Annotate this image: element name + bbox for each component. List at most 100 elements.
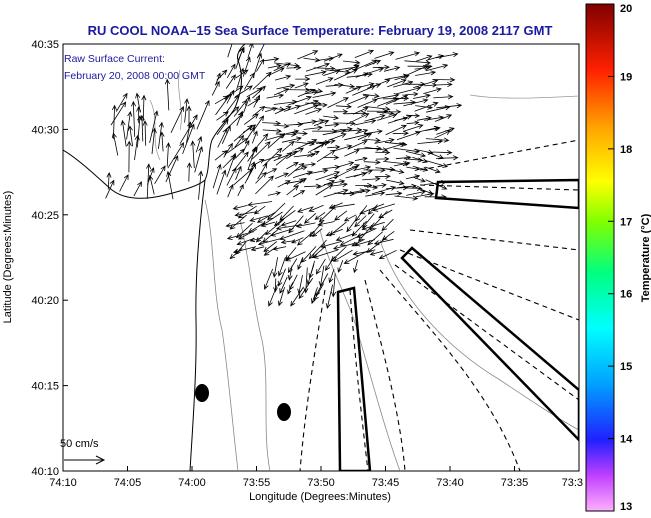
current-vector (265, 218, 285, 236)
current-vector (325, 284, 333, 310)
current-vector (327, 144, 341, 150)
current-vector (247, 44, 254, 59)
current-vector (294, 165, 308, 172)
x-axis-label: Longitude (Degrees:Minutes) (249, 491, 391, 503)
current-vector (365, 190, 386, 197)
current-vector (215, 72, 221, 86)
current-vector (297, 99, 319, 108)
current-vector (287, 282, 293, 295)
current-vector (297, 230, 315, 246)
current-vector (315, 258, 326, 275)
current-vector (375, 166, 396, 172)
current-vector (412, 93, 431, 99)
bathymetry-contour (469, 94, 579, 99)
current-vector (137, 115, 143, 148)
current-vector (328, 268, 335, 284)
current-vector (266, 93, 285, 99)
current-vector (313, 141, 329, 151)
current-vector (244, 163, 257, 184)
current-vector (378, 249, 397, 259)
colorbar-tick-label: 14 (620, 434, 633, 446)
current-vector (234, 134, 245, 148)
current-vector (395, 86, 422, 95)
current-vector (381, 230, 395, 241)
current-vector (403, 98, 429, 107)
annotation-line-2: February 20, 2008 00:00 GMT (64, 70, 206, 82)
current-vector (275, 152, 293, 166)
current-vector (375, 149, 391, 155)
colorbar-ticks: 20 19 18 17 16 15 14 13 (608, 3, 633, 513)
current-vector (267, 132, 286, 149)
colorbar-gradient (585, 3, 615, 512)
current-vector (365, 59, 382, 67)
colorbar-tick-label: 18 (620, 144, 632, 156)
current-vector (405, 151, 427, 158)
current-vector (405, 174, 421, 180)
current-vector (394, 116, 408, 122)
current-vector (307, 150, 320, 158)
current-vector (297, 88, 316, 98)
current-vector (264, 107, 278, 113)
current-vector (214, 150, 228, 161)
current-vector (273, 62, 292, 72)
current-vector (142, 120, 148, 146)
current-vector (227, 137, 249, 154)
current-vector (273, 62, 300, 68)
current-vector (237, 205, 257, 219)
current-vector (352, 107, 369, 115)
current-vector (249, 237, 264, 243)
current-vector (383, 66, 401, 72)
current-vector (287, 162, 305, 177)
current-vector (297, 206, 314, 213)
current-vector (252, 85, 266, 99)
current-vector (283, 104, 301, 112)
current-vector (324, 256, 335, 271)
coastline (63, 44, 246, 471)
current-vector (435, 155, 459, 161)
current-vector (424, 160, 449, 168)
current-vector (243, 95, 251, 113)
current-vector (141, 94, 147, 122)
current-vector (293, 190, 306, 198)
colorbar: 20 19 18 17 16 15 14 13 Temperature (°C) (585, 3, 651, 513)
scale-label: 50 cm/s (60, 438, 99, 450)
current-vector (190, 140, 196, 169)
current-vector (255, 175, 274, 195)
current-vector (126, 110, 133, 140)
current-vector (424, 180, 447, 186)
current-vector (435, 52, 459, 59)
current-vector (353, 169, 373, 178)
current-vector (286, 162, 299, 170)
current-vector (364, 137, 381, 143)
current-vector (354, 215, 367, 228)
current-vector (357, 133, 373, 141)
current-vector (256, 44, 265, 59)
current-vector (237, 183, 244, 197)
current-vector (263, 241, 278, 253)
current-vector (272, 257, 278, 278)
bathymetry-contour (239, 219, 271, 471)
current-vector (167, 142, 185, 169)
annotation-line-1: Raw Surface Current: (64, 53, 165, 65)
current-vector (146, 163, 152, 199)
current-vector (133, 181, 142, 197)
current-vector (415, 191, 435, 198)
current-vector (151, 127, 157, 155)
current-vector (363, 159, 381, 165)
current-vector (256, 211, 276, 223)
current-vector (315, 77, 334, 85)
current-vector (281, 140, 295, 152)
colorbar-tick-label: 17 (620, 216, 632, 228)
current-vector (425, 137, 450, 143)
current-vector (233, 124, 253, 142)
current-vector (285, 251, 306, 262)
current-vector (225, 222, 245, 228)
current-vector (325, 228, 343, 237)
current-vector (184, 98, 190, 123)
current-vector (327, 133, 347, 141)
current-vector (323, 69, 341, 76)
current-vector (260, 221, 276, 228)
current-vector (227, 183, 234, 198)
current-vector (433, 94, 454, 100)
current-vector (353, 118, 377, 126)
